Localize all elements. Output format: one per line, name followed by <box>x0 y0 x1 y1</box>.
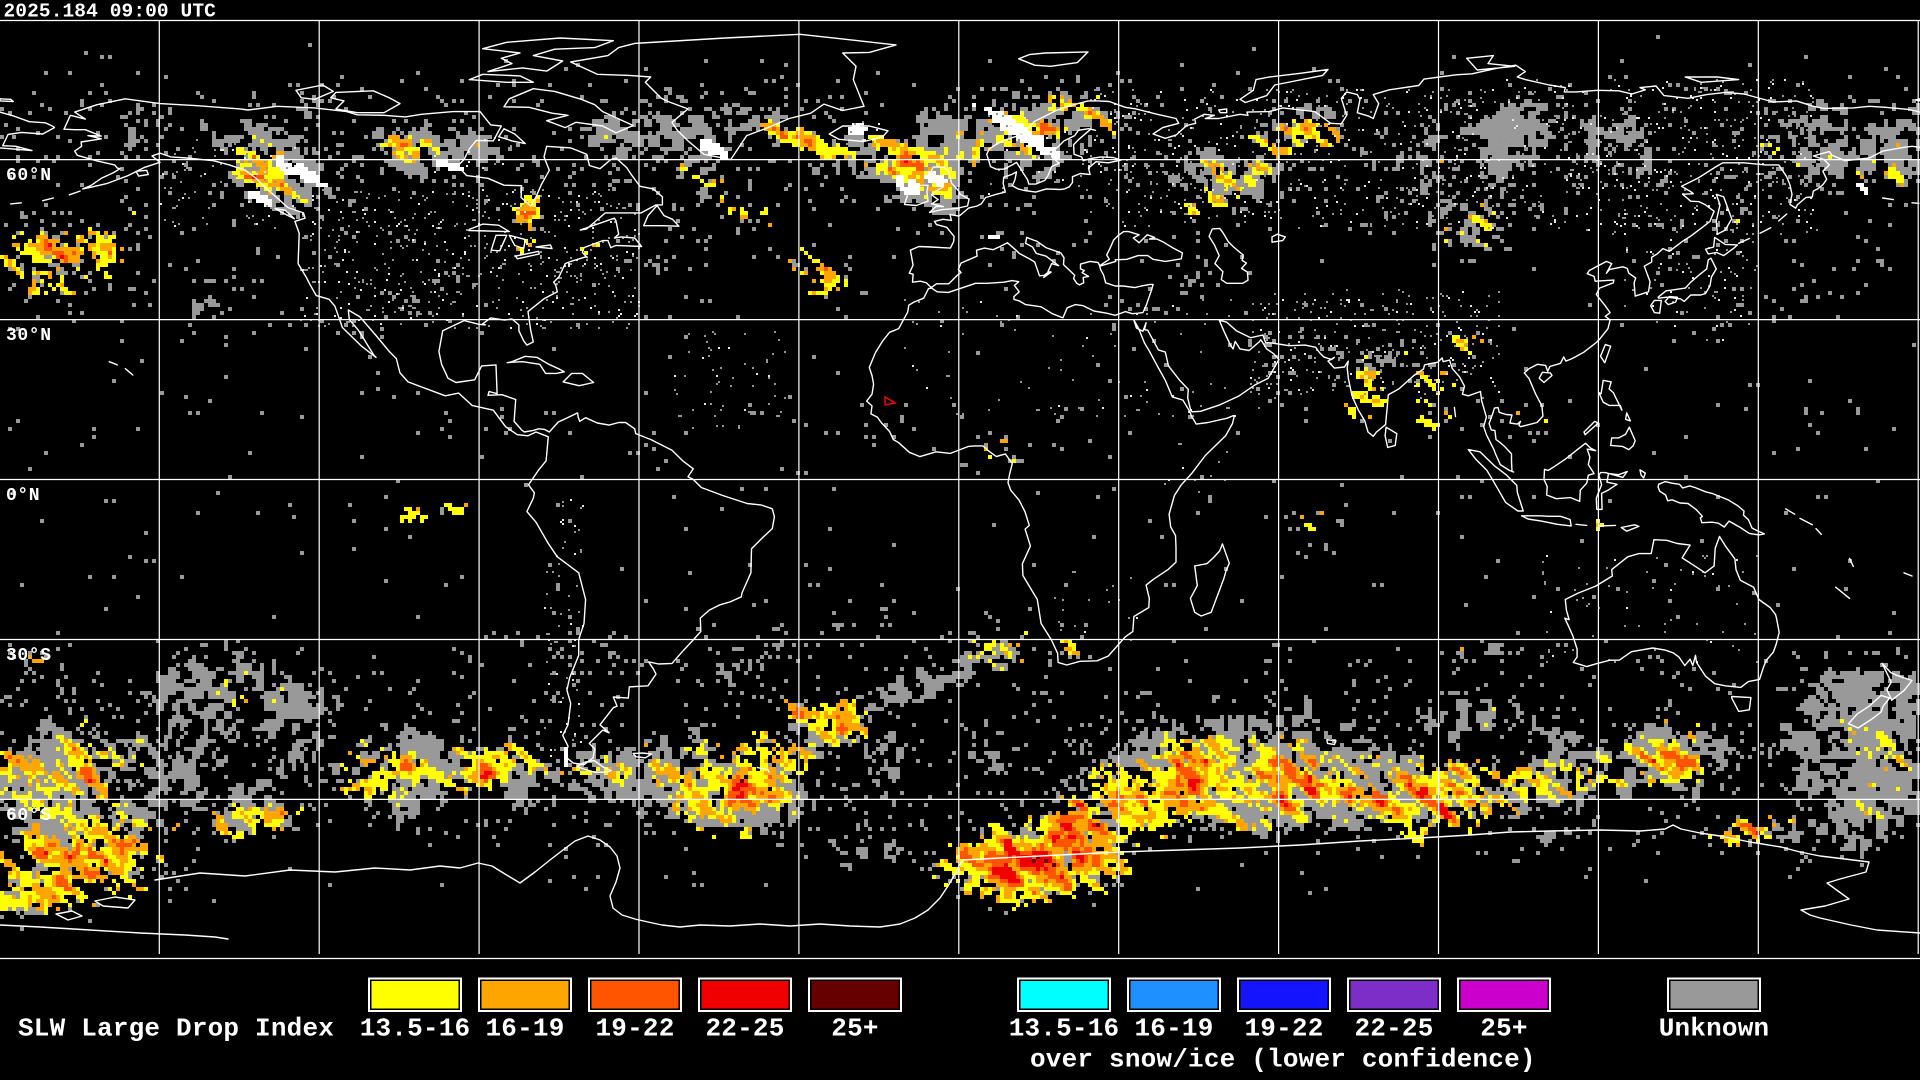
svg-text:25+: 25+ <box>1480 1014 1527 1044</box>
svg-text:13.5-16: 13.5-16 <box>360 1014 471 1044</box>
svg-text:16-19: 16-19 <box>1134 1014 1213 1044</box>
svg-text:19-22: 19-22 <box>1244 1014 1323 1044</box>
svg-text:60°S: 60°S <box>6 806 52 826</box>
svg-text:2025.184 09:00 UTC: 2025.184 09:00 UTC <box>4 1 217 23</box>
svg-text:0°N: 0°N <box>6 486 40 506</box>
svg-text:30°N: 30°N <box>6 326 52 346</box>
svg-text:SLW Large Drop Index: SLW Large Drop Index <box>18 1014 334 1044</box>
svg-text:13.5-16: 13.5-16 <box>1009 1014 1120 1044</box>
svg-text:Unknown: Unknown <box>1659 1014 1770 1044</box>
svg-text:19-22: 19-22 <box>595 1014 674 1044</box>
svg-text:16-19: 16-19 <box>485 1014 564 1044</box>
svg-text:25+: 25+ <box>831 1014 878 1044</box>
svg-text:over snow/ice (lower confidenc: over snow/ice (lower confidence) <box>1030 1045 1536 1075</box>
svg-text:30°S: 30°S <box>6 646 52 666</box>
svg-text:22-25: 22-25 <box>705 1014 784 1044</box>
svg-text:22-25: 22-25 <box>1354 1014 1433 1044</box>
svg-text:60°N: 60°N <box>6 166 52 186</box>
